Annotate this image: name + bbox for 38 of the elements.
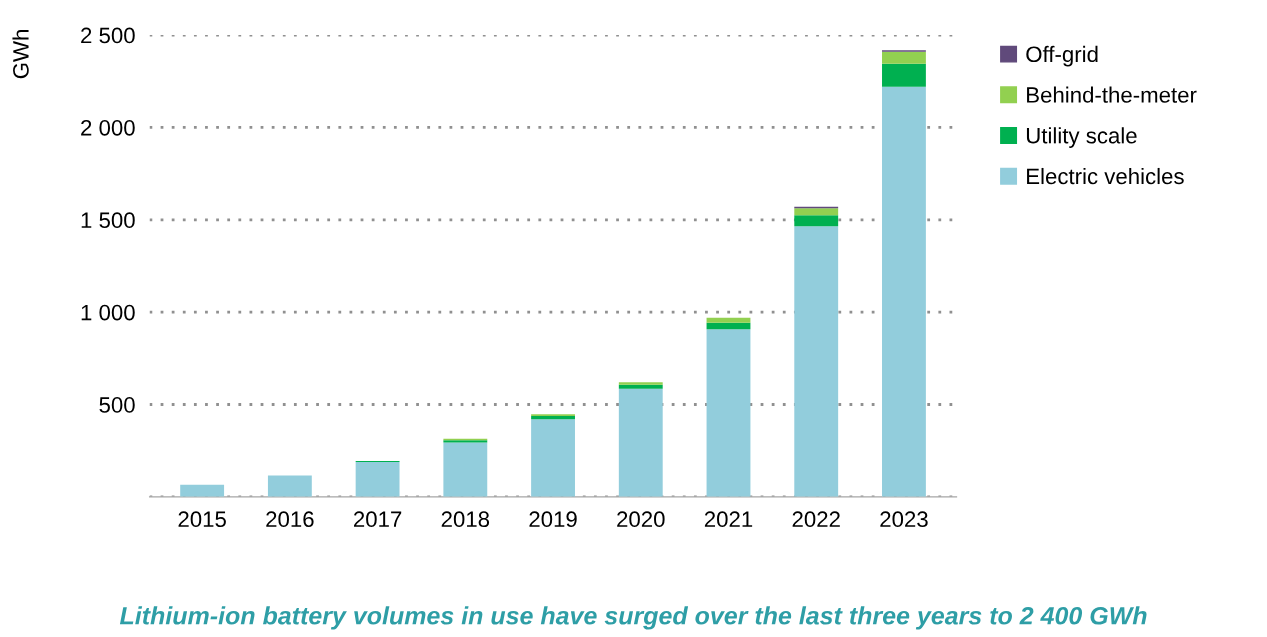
bar: [706, 317, 751, 323]
bar: [618, 384, 663, 389]
y-tick-label: 500: [99, 397, 135, 413]
bar: [706, 329, 751, 497]
y-tick-label: 2 000: [81, 119, 135, 136]
x-tick-label: 2020: [617, 511, 665, 528]
x-tick-label: 2017: [354, 511, 402, 528]
x-tick-label: 2023: [880, 511, 928, 528]
bar: [882, 63, 926, 87]
legend-label: Electric vehicles: [1027, 167, 1184, 185]
x-tick-label: 2016: [266, 511, 314, 528]
x-tick-label: 2021: [704, 511, 753, 528]
legend-label: Behind-the-meter: [1027, 86, 1197, 103]
bar: [794, 208, 839, 216]
bar: [443, 442, 488, 497]
y-axis-title: GWh: [12, 30, 29, 79]
bar: [531, 419, 575, 497]
bar: [180, 484, 225, 497]
bar: [882, 51, 926, 64]
bar: [706, 322, 751, 330]
x-tick-label: 2015: [178, 511, 226, 528]
x-tick-label: 2018: [441, 511, 490, 528]
x-tick-label: 2022: [792, 511, 840, 528]
legend-label: Off-grid: [1026, 45, 1098, 67]
y-tick-label: 1 000: [81, 304, 135, 321]
bar: [267, 475, 312, 497]
bar: [882, 86, 926, 497]
x-tick-label: 2019: [529, 511, 577, 528]
bar: [355, 461, 400, 497]
y-tick-label: 2 500: [81, 27, 135, 44]
bar: [618, 382, 663, 385]
bar: [794, 226, 839, 497]
text: Lithium-ion battery volumes in use have surged over the last three years to 2 400 GWh: [119, 606, 1147, 630]
bar: [794, 215, 839, 227]
y-tick-label: 1 500: [81, 212, 135, 229]
bar: [618, 388, 663, 497]
legend-label: Utility scale: [1026, 127, 1137, 148]
bar: [531, 415, 575, 420]
